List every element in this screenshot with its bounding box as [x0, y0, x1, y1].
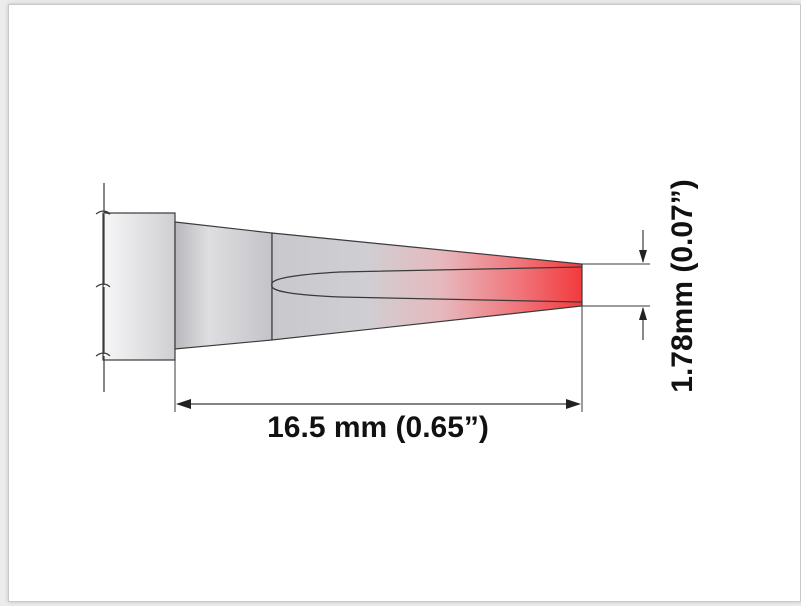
length-arrow-right	[566, 399, 581, 409]
width-arrow-top	[639, 250, 647, 263]
break-line	[95, 183, 111, 392]
tip-shank	[102, 212, 176, 361]
length-dimension-label: 16.5 mm (0.65”)	[267, 411, 489, 444]
tip-working-end	[271, 232, 583, 341]
width-arrow-bottom	[639, 307, 647, 320]
tip-flat-face	[271, 266, 583, 303]
tip-taper	[174, 221, 273, 350]
width-dimension-label: 1.78mm (0.07”)	[666, 179, 699, 392]
length-arrow-left	[176, 399, 191, 409]
